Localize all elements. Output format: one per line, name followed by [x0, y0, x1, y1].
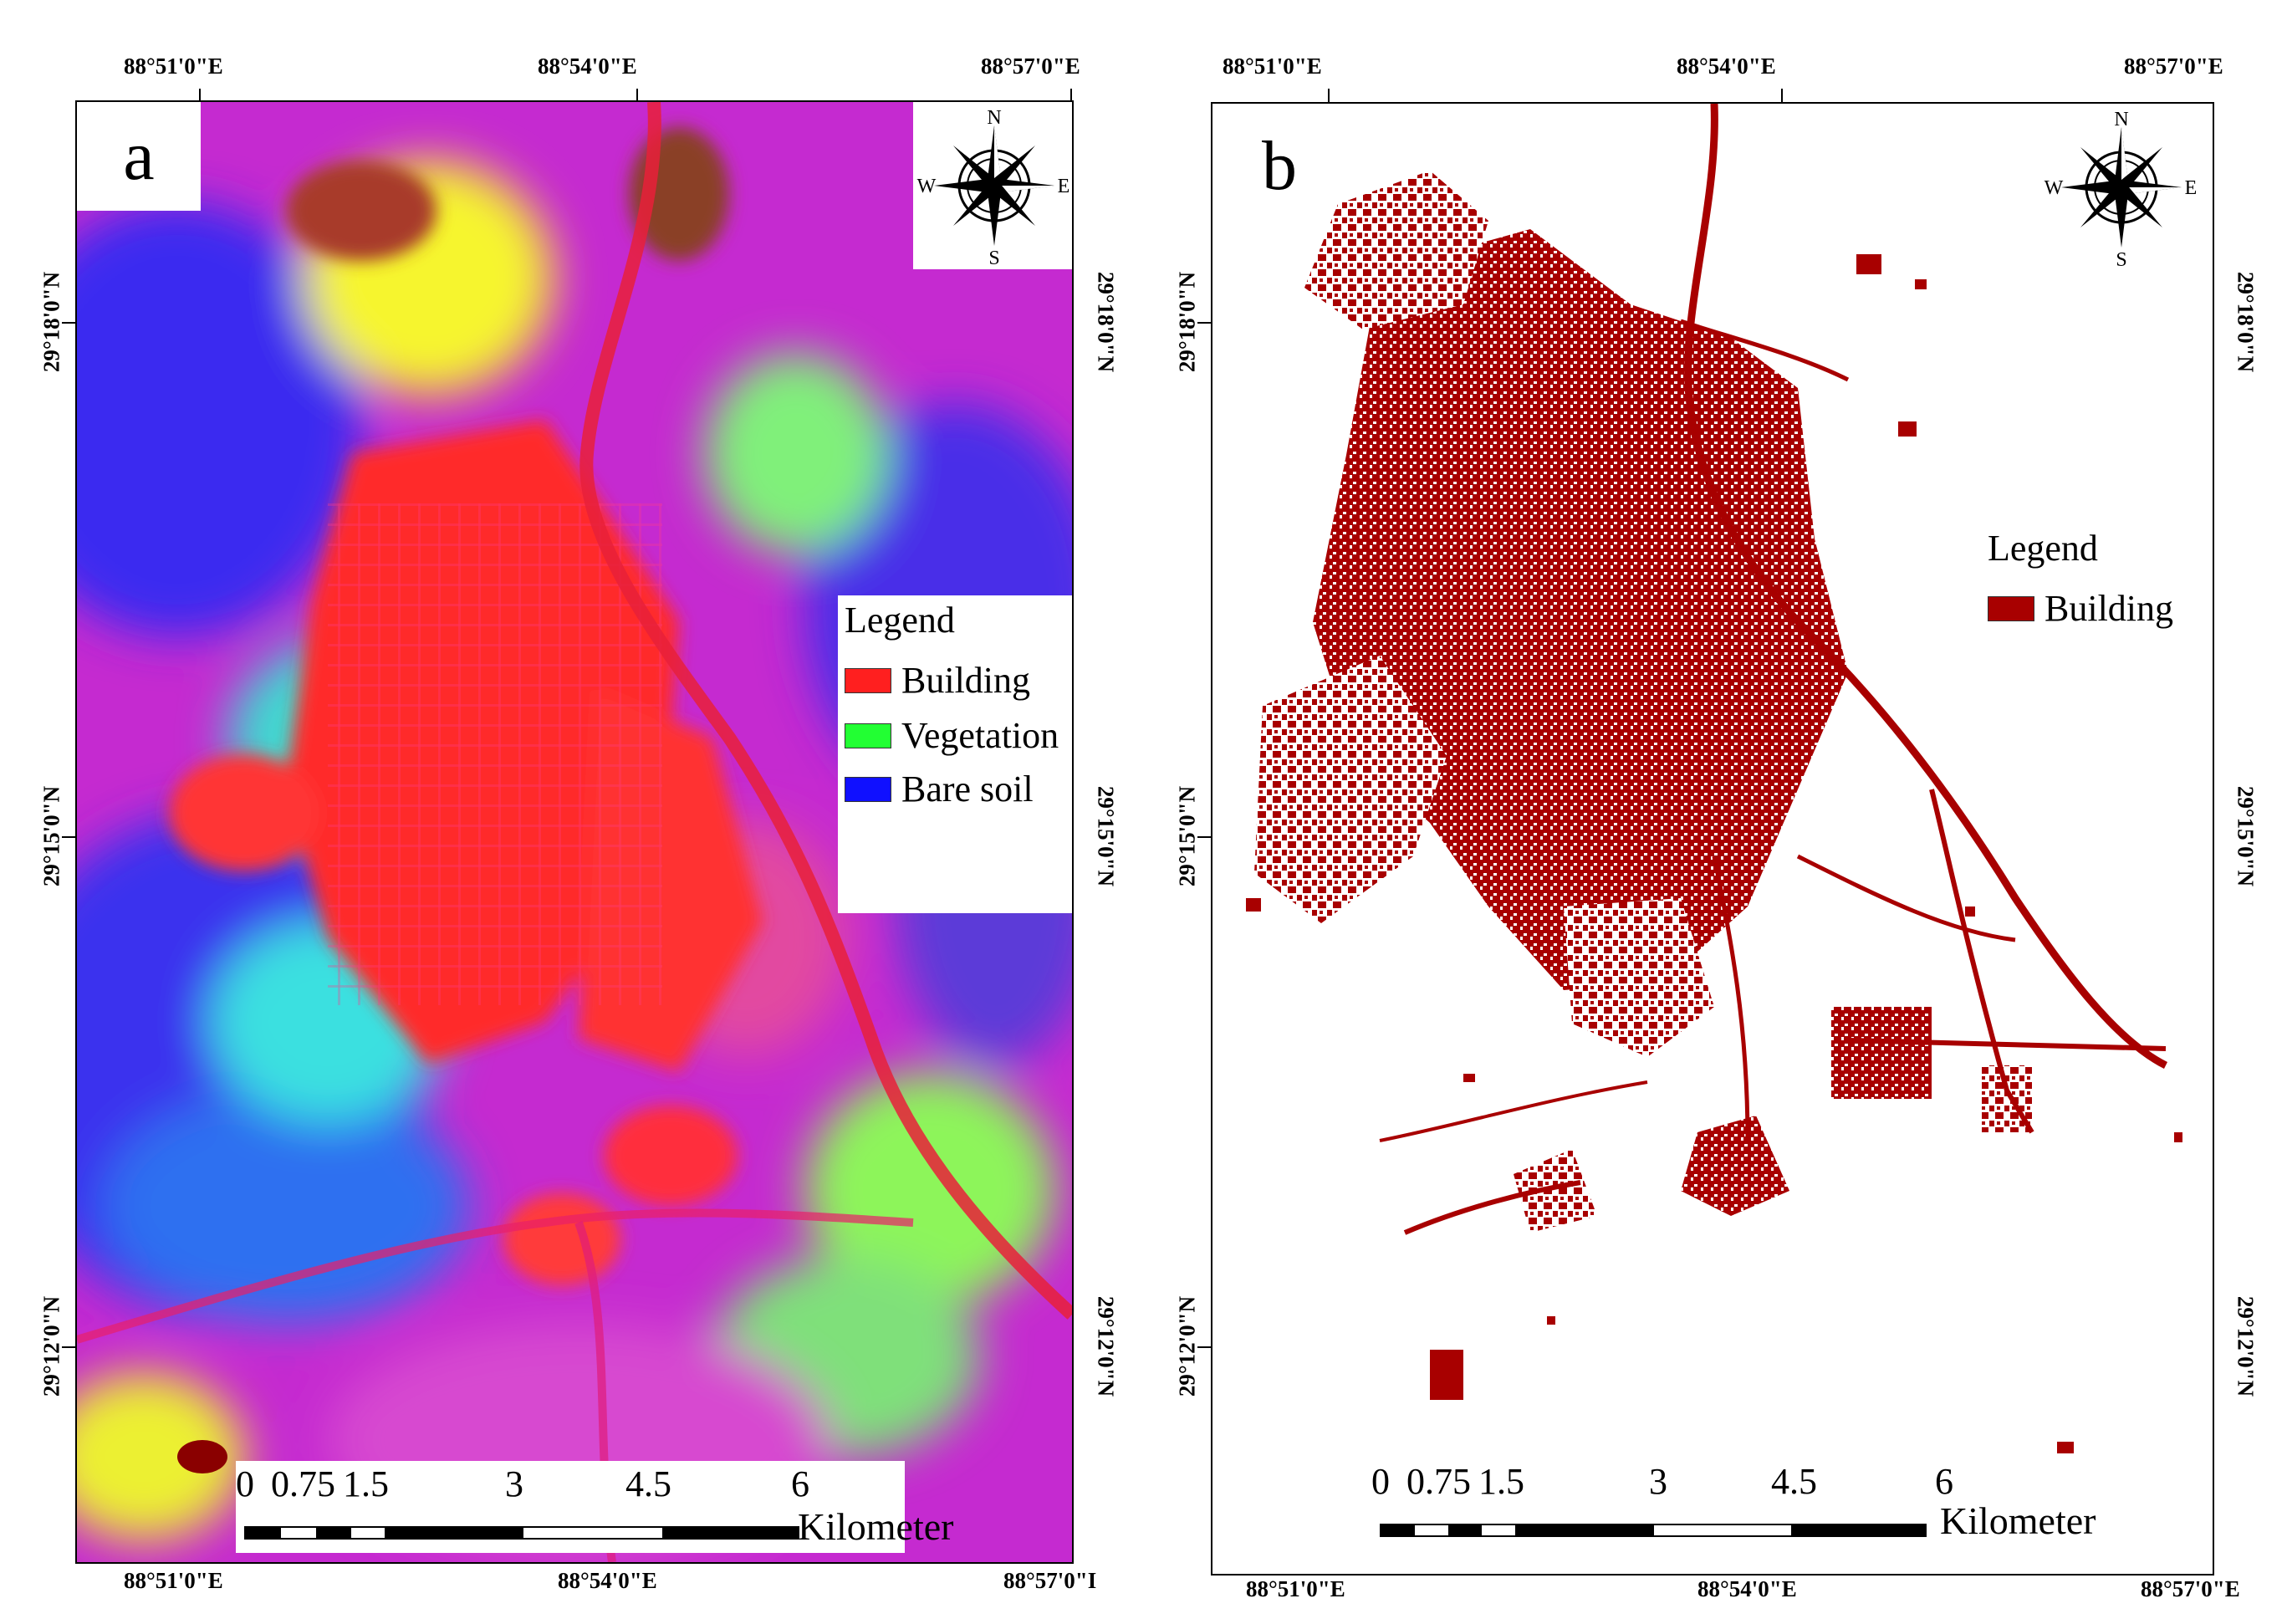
- panel-b-scale-075: 0.75: [1406, 1461, 1471, 1502]
- compass-rose-icon: N S W E: [917, 107, 1070, 269]
- building-swatch: [845, 667, 891, 693]
- bare-soil-swatch: [845, 776, 891, 802]
- panel-b-scale-unit: Kilometer: [1940, 1499, 2096, 1542]
- panel-a-legend-label-vegetation: Vegetation: [901, 715, 1059, 756]
- panel-b-compass-s: S: [2116, 249, 2126, 271]
- panel-b-bottom-lon-1: 88°51'0"E: [1246, 1576, 1345, 1601]
- panel-a-scale-3: 3: [505, 1463, 523, 1504]
- panel-b-building-map: [1212, 104, 2213, 1574]
- panel-a-bottom-lon-1: 88°51'0"E: [124, 1568, 223, 1593]
- panel-a-scale-075: 0.75: [271, 1463, 335, 1504]
- panel-a-top-lon-1: 88°51'0"E: [124, 54, 223, 79]
- panel-a-scale-6: 6: [791, 1463, 809, 1504]
- panel-a-right-lat-1: 29°18'0"N: [1093, 271, 1119, 373]
- panel-a-scale-bar: 0 0.75 1.5 3 4.5 6 Kilometer: [236, 1461, 954, 1553]
- panel-a-compass-box: N S W E: [913, 102, 1072, 269]
- panel-b-scale-15: 1.5: [1478, 1461, 1524, 1502]
- panel-a-scale-45: 4.5: [625, 1463, 671, 1504]
- panel-b-compass-box: N S W E: [2040, 104, 2203, 271]
- panel-a-compass-n: N: [987, 107, 1001, 129]
- panel-b-top-lon-1: 88°51'0"E: [1223, 54, 1322, 79]
- panel-a-scale-unit: Kilometer: [798, 1505, 954, 1548]
- panel-a-bottom-lon-3: 88°57'0"I: [1003, 1568, 1097, 1593]
- panel-a-left-lat-2: 29°15'0"N: [38, 785, 64, 887]
- panel-a-scale-15: 1.5: [343, 1463, 389, 1504]
- panel-a-legend-label-bare-soil: Bare soil: [901, 769, 1034, 809]
- panel-a-label: a: [77, 102, 201, 211]
- panel-b-compass-n: N: [2114, 109, 2128, 130]
- panel-b-scale-bar: 0 0.75 1.5 3 4.5 6 Kilometer: [1371, 1458, 2096, 1550]
- panel-a-scale-graphic: [244, 1526, 799, 1540]
- panel-a-right-lat-2: 29°15'0"N: [1093, 785, 1119, 887]
- panel-a-legend-title: Legend: [845, 600, 955, 641]
- panel-b-left-lat-1: 29°18'0"N: [1174, 271, 1200, 373]
- panel-b-right-lat-3: 29°12'0"N: [2233, 1295, 2259, 1397]
- panel-a-legend-label-building: Building: [901, 660, 1031, 701]
- panel-b-scale-45: 4.5: [1771, 1461, 1817, 1502]
- panel-a-top-lon-3: 88°57'0"E: [981, 54, 1080, 79]
- panel-a-left-lat-3: 29°12'0"N: [38, 1295, 64, 1397]
- vegetation-swatch: [845, 723, 891, 748]
- panel-b-legend-title: Legend: [1988, 528, 2098, 569]
- panel-a-right-lat-3: 29°12'0"N: [1093, 1295, 1119, 1397]
- panel-a-legend-item-vegetation: Vegetation: [845, 714, 1059, 757]
- panel-b-right-lat-2: 29°15'0"N: [2233, 785, 2259, 887]
- panel-b-bottom-lon-2: 88°54'0"E: [1697, 1576, 1797, 1601]
- panel-a-compass-w: W: [917, 176, 937, 197]
- panel-a-legend-item-bare-soil: Bare soil: [845, 768, 1034, 810]
- panel-b-left-lat-2: 29°15'0"N: [1174, 785, 1200, 887]
- panel-b-scale-6: 6: [1935, 1461, 1953, 1502]
- panel-b-river-line: [1684, 104, 2168, 1070]
- panel-b-legend: Legend Building: [1978, 522, 2212, 664]
- panel-b-legend-item-building: Building: [1988, 587, 2173, 630]
- panel-b-bottom-lon-3: 88°57'0"E: [2141, 1576, 2240, 1601]
- panel-b-left-lat-3: 29°12'0"N: [1174, 1295, 1200, 1397]
- panel-b-compass-e: E: [2185, 177, 2198, 199]
- panel-b-map-frame: b N S W E Legend Building: [1211, 102, 2214, 1575]
- panel-a-compass-s: S: [988, 248, 999, 269]
- panel-a-top-lon-2: 88°54'0"E: [538, 54, 637, 79]
- panel-b-label: b: [1262, 127, 1297, 205]
- panel-b-top-lon-2: 88°54'0"E: [1677, 54, 1776, 79]
- building-swatch: [1988, 595, 2034, 621]
- panel-a-bottom-lon-2: 88°54'0"E: [558, 1568, 657, 1593]
- panel-a-scale-0: 0: [236, 1463, 254, 1504]
- panel-b-compass-w: W: [2045, 177, 2064, 199]
- panel-a-compass-e: E: [1058, 176, 1070, 197]
- panel-b-right-lat-1: 29°18'0"N: [2233, 271, 2259, 373]
- panel-b-scale-graphic: [1380, 1524, 1927, 1537]
- panel-a-map-frame: a N S W E Legend Building: [75, 100, 1074, 1564]
- panel-b-scale-0: 0: [1371, 1461, 1390, 1502]
- panel-a-false-color-image: [77, 102, 1072, 1562]
- panel-a-legend-item-building: Building: [845, 659, 1030, 702]
- panel-b-legend-label-building: Building: [2045, 588, 2174, 629]
- panel-a-left-lat-1: 29°18'0"N: [38, 271, 64, 373]
- compass-rose-icon: N S W E: [2045, 109, 2198, 271]
- panel-a-legend: Legend Building Vegetation Bare soil: [838, 595, 1072, 913]
- panel-b-top-lon-3: 88°57'0"E: [2124, 54, 2223, 79]
- panel-a-river: [579, 102, 1072, 1320]
- panel-b-scale-3: 3: [1649, 1461, 1667, 1502]
